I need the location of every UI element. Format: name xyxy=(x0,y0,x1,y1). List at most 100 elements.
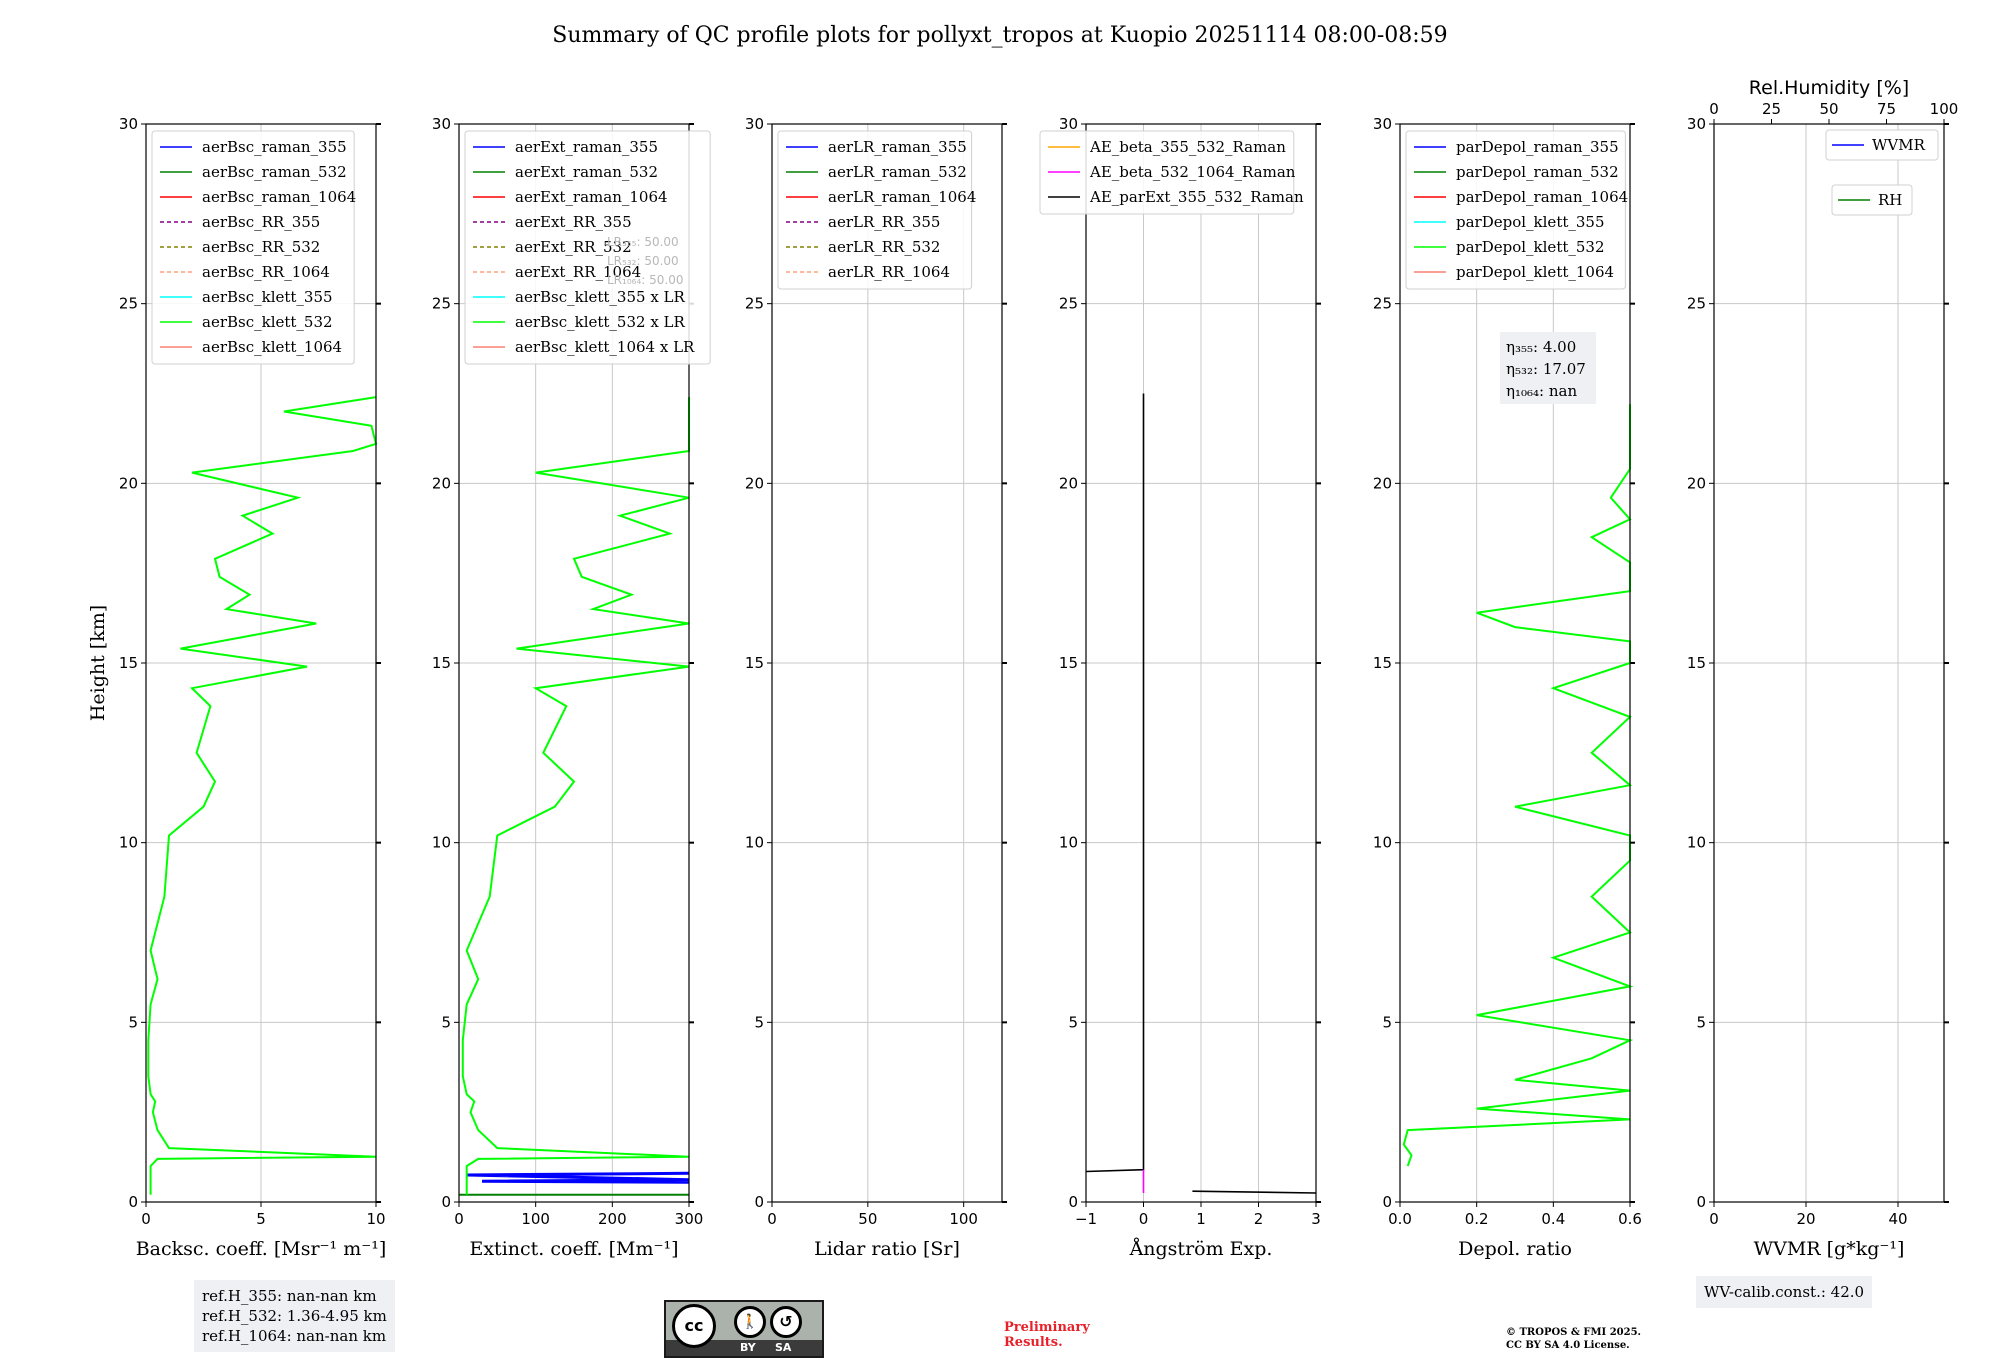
y-tick-label: 30 xyxy=(1059,115,1078,133)
license-by-label: BY xyxy=(740,1341,756,1354)
wv-calib-constant: WV-calib.const.: 42.0 xyxy=(1704,1283,1865,1301)
series-aerBsc_klett_532 x LR xyxy=(461,397,690,1195)
y-tick-label: 5 xyxy=(1068,1013,1078,1031)
x-tick-label: 0.0 xyxy=(1388,1210,1412,1228)
y-tick-label: 15 xyxy=(1059,654,1078,672)
x-tick-label: 300 xyxy=(675,1210,704,1228)
y-tick-label: 25 xyxy=(1059,295,1078,313)
x-axis-label: Lidar ratio [Sr] xyxy=(814,1238,960,1260)
x-axis-label: Ångström Exp. xyxy=(1129,1238,1273,1260)
x-tick-label: 100 xyxy=(521,1210,550,1228)
y-tick-label: 5 xyxy=(441,1013,451,1031)
y-tick-label: 25 xyxy=(1373,295,1392,313)
legend-label: parDepol_raman_532 xyxy=(1456,163,1619,181)
x-tick-label: 200 xyxy=(598,1210,627,1228)
y-tick-label: 20 xyxy=(432,474,451,492)
legend-label: aerBsc_raman_1064 xyxy=(202,188,356,206)
y-tick-label: 30 xyxy=(1687,115,1706,133)
y-tick-label: 0 xyxy=(1382,1193,1392,1211)
legend-depol: parDepol_raman_355 parDepol_raman_532 parD… xyxy=(1405,130,1628,290)
legend-box xyxy=(1039,130,1295,215)
legend-label: parDepol_raman_1064 xyxy=(1456,188,1628,206)
y-tick-label: 25 xyxy=(1687,295,1706,313)
series-AE_parExt_355_532_Raman xyxy=(1192,1190,1317,1194)
y-axis-label: Height [km] xyxy=(87,605,109,721)
x-tick-label: 0 xyxy=(767,1210,777,1228)
legend-box xyxy=(777,130,973,290)
y-tick-label: 10 xyxy=(432,834,451,852)
legend-label: aerBsc_raman_532 xyxy=(202,163,347,181)
by-person-icon: 🚶 xyxy=(734,1306,766,1338)
legend-label: aerBsc_RR_1064 xyxy=(202,263,330,281)
preliminary-line-2: Results. xyxy=(1004,1335,1063,1350)
lr-annotation: LR₁₀₆₄: 50.00 xyxy=(607,273,683,287)
x-tick-label: 5 xyxy=(256,1210,266,1228)
data-extinction xyxy=(459,397,690,1196)
legend-label: aerBsc_klett_1064 xyxy=(202,338,342,356)
y-tick-label: 20 xyxy=(1059,474,1078,492)
y-tick-label: 5 xyxy=(1696,1013,1706,1031)
eta-annotation: η₅₃₂: 17.07 xyxy=(1506,360,1586,378)
y-tick-label: 0 xyxy=(1068,1193,1078,1211)
legend-box xyxy=(1405,130,1626,290)
legend-label: aerBsc_klett_355 xyxy=(202,288,333,306)
y-tick-label: 15 xyxy=(432,654,451,672)
legend-label: RH xyxy=(1878,191,1902,209)
legend-lidar_ratio: aerLR_raman_355 aerLR_raman_532 aerLR_rama… xyxy=(777,130,976,290)
figure-title: Summary of QC profile plots for pollyxt_… xyxy=(552,23,1447,48)
x-tick-label: −1 xyxy=(1075,1210,1097,1228)
x-tick-label: 1 xyxy=(1196,1210,1206,1228)
legend-label: aerExt_RR_1064 xyxy=(515,263,641,281)
y-tick-label: 15 xyxy=(745,654,764,672)
legend-label: aerLR_RR_1064 xyxy=(828,263,950,281)
y-tick-label: 10 xyxy=(1059,834,1078,852)
legend-box xyxy=(1825,129,1939,161)
preliminary-line-1: Preliminary xyxy=(1004,1320,1090,1335)
ref-height-1064: ref.H_1064: nan-nan km xyxy=(202,1327,387,1345)
y-tick-label: 5 xyxy=(128,1013,138,1031)
y-tick-label: 0 xyxy=(128,1193,138,1211)
legend-label: aerLR_raman_355 xyxy=(828,138,967,156)
x-tick-label: 0 xyxy=(1139,1210,1149,1228)
legend-label: parDepol_klett_1064 xyxy=(1456,263,1614,281)
x-axis-label: Depol. ratio xyxy=(1458,1238,1572,1260)
y-tick-label: 0 xyxy=(441,1193,451,1211)
x-tick-label: 3 xyxy=(1311,1210,1321,1228)
legend-label: AE_parExt_355_532_Raman xyxy=(1089,188,1304,206)
legend-label: aerBsc_klett_355 x LR xyxy=(515,288,686,306)
legend-box xyxy=(464,130,711,365)
legend-label: aerExt_raman_1064 xyxy=(515,188,668,206)
x-axis-label: Backsc. coeff. [Msr⁻¹ m⁻¹] xyxy=(136,1238,387,1260)
lr-annotation: LR₃₅₅: 50.00 xyxy=(607,235,679,249)
ref-height-355: ref.H_355: nan-nan km xyxy=(202,1287,377,1305)
eta-annotation: η₃₅₅: 4.00 xyxy=(1506,338,1576,356)
y-tick-label: 5 xyxy=(1382,1013,1392,1031)
legend-extinction: aerExt_raman_355 aerExt_raman_532 aerExt_r… xyxy=(464,130,711,365)
subplot-backscatter: 0 5 10 15 20 25 30 0 5 10 Backsc. coeff. [Msr⁻¹ m⁻… xyxy=(87,115,386,1260)
data-backscatter xyxy=(147,396,378,1195)
y-tick-label: 0 xyxy=(754,1193,764,1211)
y-tick-label: 25 xyxy=(745,295,764,313)
series-AE_parExt_355_532_Raman xyxy=(1085,393,1145,1173)
y-tick-label: 10 xyxy=(1687,834,1706,852)
series-aerExt_raman_355 xyxy=(466,1171,690,1184)
subplot-lidar_ratio: 0 5 10 15 20 25 30 0 50 100 Lidar ratio [Sr] aerLR_… xyxy=(745,115,1007,1260)
y-tick-label: 10 xyxy=(745,834,764,852)
x-tick-label: 40 xyxy=(1888,1210,1907,1228)
y-tick-label: 10 xyxy=(119,834,138,852)
y-tick-label: 15 xyxy=(1687,654,1706,672)
legend-label: aerBsc_RR_355 xyxy=(202,213,320,231)
x-tick-label: 0.2 xyxy=(1465,1210,1489,1228)
lr-annotation: LR₅₃₂: 50.00 xyxy=(607,254,679,268)
y-tick-label: 25 xyxy=(432,295,451,313)
eta-box xyxy=(1500,332,1596,404)
legend-label: aerBsc_klett_1064 x LR xyxy=(515,338,695,356)
legend-label: parDepol_klett_532 xyxy=(1456,238,1605,256)
license-sa-label: SA xyxy=(775,1341,792,1354)
series-aerBsc_klett_532 xyxy=(147,396,378,1195)
legend-box xyxy=(1831,184,1913,216)
